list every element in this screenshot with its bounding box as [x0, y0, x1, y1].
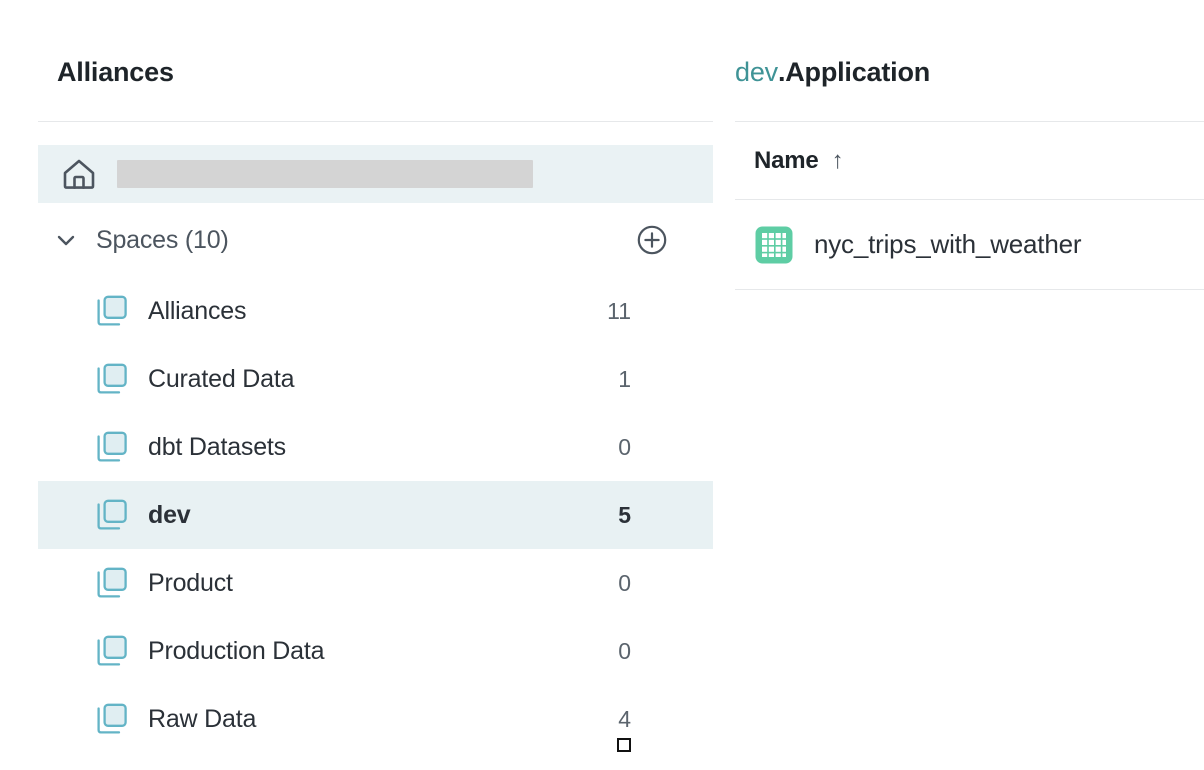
- page-title: Alliances: [57, 57, 174, 87]
- space-name: Product: [148, 568, 233, 597]
- space-name: dev: [148, 500, 191, 529]
- object-title-name: Application: [785, 57, 931, 87]
- spaces-stack-icon: [95, 634, 129, 668]
- square-cursor-marker: [617, 738, 631, 752]
- left-header-divider: [38, 121, 713, 122]
- spaces-panel: Alliances Spaces (10): [38, 57, 713, 770]
- table-row[interactable]: nyc_trips_with_weather: [735, 200, 1204, 290]
- spaces-section-label: Spaces (10): [96, 225, 229, 254]
- column-header-name[interactable]: Name: [754, 146, 819, 174]
- space-name: Production Data: [148, 636, 325, 665]
- list-item[interactable]: Alliances 11: [38, 277, 713, 345]
- space-name: dbt Datasets: [148, 432, 286, 461]
- spaces-list[interactable]: Alliances 11 Curated Data 1: [38, 277, 713, 770]
- plus-circle-icon[interactable]: [636, 224, 668, 256]
- space-count: 1: [618, 365, 631, 392]
- table-header-row: Name ↑: [735, 122, 1204, 200]
- spaces-stack-icon: [95, 294, 129, 328]
- home-icon[interactable]: [59, 154, 99, 194]
- spaces-stack-icon: [95, 430, 129, 464]
- list-item-selected[interactable]: dev 5: [38, 481, 713, 549]
- space-count: 11: [607, 297, 631, 324]
- list-item[interactable]: Production Data 0: [38, 617, 713, 685]
- object-title-separator: .: [777, 57, 786, 87]
- object-panel: dev.Application Name ↑: [713, 0, 1204, 770]
- sort-ascending-icon[interactable]: ↑: [831, 146, 844, 174]
- space-name: Raw Data: [148, 704, 257, 733]
- dataset-name[interactable]: nyc_trips_with_weather: [814, 229, 1082, 259]
- spaces-stack-icon: [95, 566, 129, 600]
- spaces-stack-icon: [95, 362, 129, 396]
- spaces-section-header[interactable]: Spaces (10): [38, 203, 713, 277]
- space-name: Curated Data: [148, 364, 295, 393]
- space-count: 4: [618, 705, 631, 732]
- search-bar[interactable]: [38, 145, 713, 203]
- spaces-stack-icon: [95, 702, 129, 736]
- list-item[interactable]: Raw Data 4: [38, 685, 713, 753]
- list-item[interactable]: Curated Data 1: [38, 345, 713, 413]
- space-count: 0: [618, 569, 631, 596]
- right-header-divider: [735, 121, 1204, 122]
- spaces-stack-icon: [95, 498, 129, 532]
- object-title: dev.Application: [713, 0, 1204, 89]
- chevron-down-icon[interactable]: [55, 229, 77, 251]
- dataset-table-icon: [754, 225, 794, 265]
- space-count: 5: [618, 501, 631, 528]
- search-input[interactable]: [117, 160, 533, 188]
- list-item[interactable]: dbt Datasets 0: [38, 413, 713, 481]
- space-name: Alliances: [148, 296, 247, 325]
- object-title-schema: dev: [735, 57, 778, 87]
- list-item[interactable]: Product 0: [38, 549, 713, 617]
- space-count: 0: [618, 637, 631, 664]
- space-count: 0: [618, 433, 631, 460]
